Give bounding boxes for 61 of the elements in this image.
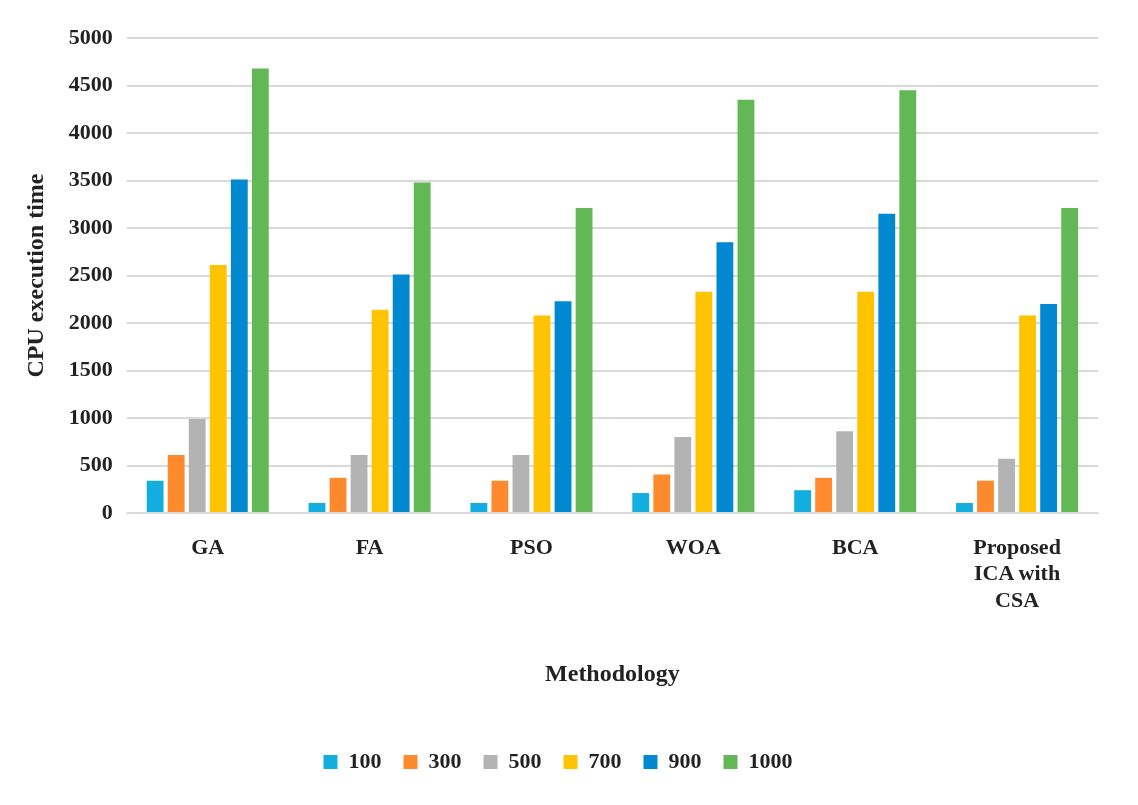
- legend-label: 700: [588, 747, 622, 773]
- y-tick-label: 500: [79, 451, 113, 477]
- x-tick-label: Proposed ICA with CSA: [973, 533, 1061, 612]
- bar: [146, 480, 164, 512]
- bar: [1019, 315, 1037, 512]
- bar: [350, 455, 368, 512]
- y-tick-label: 1500: [68, 356, 113, 382]
- y-tick-label: 5000: [68, 23, 113, 49]
- legend-label: 500: [508, 747, 542, 773]
- x-tick-label: PSO: [510, 533, 553, 559]
- y-tick-label: 2000: [68, 308, 113, 334]
- y-tick-label: 4000: [68, 118, 113, 144]
- legend-label: 900: [668, 747, 702, 773]
- bar: [209, 265, 227, 512]
- y-tick-label: 0: [101, 498, 113, 524]
- bar: [413, 182, 431, 512]
- bar: [308, 503, 326, 512]
- legend-label: 1000: [748, 747, 793, 773]
- legend-label: 300: [428, 747, 462, 773]
- bar: [815, 477, 833, 512]
- bar: [632, 493, 650, 512]
- bar: [653, 474, 671, 512]
- bar: [188, 418, 206, 512]
- legend-label: 100: [348, 747, 382, 773]
- bar: [392, 274, 410, 512]
- bar: [836, 431, 854, 512]
- bar: [533, 315, 551, 512]
- bar: [998, 458, 1015, 512]
- bar: [674, 437, 692, 512]
- bar: [1040, 304, 1058, 512]
- y-axis-title: CPU execution time: [21, 173, 48, 378]
- bar: [899, 90, 917, 512]
- bar: [512, 455, 530, 512]
- bar: [857, 291, 875, 512]
- bar: [695, 291, 713, 512]
- bar: [878, 213, 896, 512]
- x-tick-label: GA: [191, 533, 225, 559]
- bar: [167, 455, 185, 512]
- bar: [716, 242, 734, 512]
- x-tick-label: BCA: [831, 533, 879, 559]
- y-tick-label: 1000: [68, 403, 113, 429]
- bar: [977, 480, 994, 512]
- y-tick-label: 4500: [68, 71, 113, 97]
- bar: [470, 503, 488, 512]
- bar: [491, 480, 509, 512]
- x-tick-label: FA: [355, 533, 384, 559]
- bar: [1061, 208, 1079, 512]
- bar: [956, 503, 973, 512]
- y-tick-label: 3000: [68, 213, 113, 239]
- bar: [794, 490, 812, 512]
- x-tick-label: WOA: [665, 533, 721, 559]
- x-axis-title: Methodology: [545, 659, 680, 686]
- bar: [329, 477, 347, 512]
- bar: [251, 68, 269, 512]
- y-tick-label: 2500: [68, 261, 113, 287]
- bar: [371, 309, 389, 512]
- bar: [737, 99, 755, 512]
- bar: [554, 301, 572, 512]
- bar: [575, 208, 593, 512]
- y-tick-label: 3500: [68, 166, 113, 192]
- bar: [230, 179, 248, 512]
